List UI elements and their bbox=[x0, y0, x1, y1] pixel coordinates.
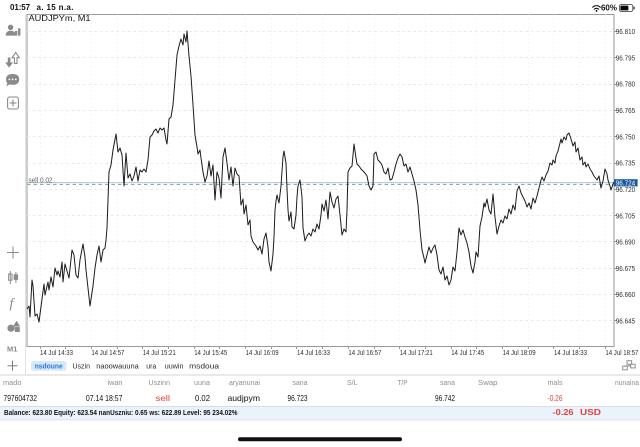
svg-text:96.723: 96.723 bbox=[288, 393, 308, 403]
svg-text:nsdoune: nsdoune bbox=[35, 363, 63, 370]
svg-text:96.735: 96.735 bbox=[616, 159, 635, 168]
svg-text:14 Jul 18:33: 14 Jul 18:33 bbox=[554, 348, 587, 357]
svg-text:14 Jul 17:45: 14 Jul 17:45 bbox=[451, 348, 484, 357]
svg-text:audjpym: audjpym bbox=[228, 393, 261, 403]
svg-text:Uszin: Uszin bbox=[73, 363, 91, 370]
svg-text:0.02: 0.02 bbox=[195, 393, 210, 403]
svg-text:14 Jul 15:21: 14 Jul 15:21 bbox=[143, 348, 176, 357]
svg-text:01:57: 01:57 bbox=[10, 3, 31, 12]
svg-text:14 Jul 18:09: 14 Jul 18:09 bbox=[503, 348, 536, 357]
svg-text:-0.26: -0.26 bbox=[548, 393, 563, 403]
svg-text:14 Jul 14:57: 14 Jul 14:57 bbox=[91, 348, 124, 357]
svg-text:sell 0.02: sell 0.02 bbox=[29, 176, 53, 185]
svg-text:S/L: S/L bbox=[347, 380, 358, 387]
svg-text:sana: sana bbox=[440, 380, 455, 387]
svg-text:96.660: 96.660 bbox=[616, 290, 635, 299]
svg-text:96.675: 96.675 bbox=[616, 264, 635, 273]
svg-text:96.765: 96.765 bbox=[616, 106, 635, 115]
svg-text:uuwin: uuwin bbox=[165, 363, 184, 370]
svg-text:14 Jul 14:33: 14 Jul 14:33 bbox=[40, 348, 73, 357]
svg-text:USD: USD bbox=[580, 408, 601, 417]
svg-text:797604732: 797604732 bbox=[4, 393, 38, 403]
svg-text:07.14 18:57: 07.14 18:57 bbox=[86, 393, 123, 403]
svg-text:uuna: uuna bbox=[194, 380, 210, 387]
svg-text:60%: 60% bbox=[601, 3, 617, 12]
svg-text:sana: sana bbox=[293, 380, 308, 387]
svg-text:ura: ura bbox=[146, 363, 156, 370]
svg-text:AUDJPYm, M1: AUDJPYm, M1 bbox=[29, 14, 92, 23]
svg-text:mado: mado bbox=[3, 380, 22, 387]
svg-text:msdoua: msdoua bbox=[189, 363, 219, 370]
svg-text:96.810: 96.810 bbox=[616, 27, 635, 36]
svg-text:sell: sell bbox=[156, 393, 171, 403]
svg-text:M1: M1 bbox=[7, 345, 17, 354]
svg-text:96.795: 96.795 bbox=[616, 53, 635, 62]
svg-text:Uszinn: Uszinn bbox=[149, 380, 171, 387]
svg-text:14 Jul 18:57: 14 Jul 18:57 bbox=[605, 348, 638, 357]
svg-text:14 Jul 16:33: 14 Jul 16:33 bbox=[297, 348, 330, 357]
svg-text:iwan: iwan bbox=[108, 380, 123, 387]
svg-text:96.742: 96.742 bbox=[435, 393, 455, 403]
svg-text:a. 15 n.a.: a. 15 n.a. bbox=[37, 3, 74, 12]
svg-text:14 Jul 16:09: 14 Jul 16:09 bbox=[246, 348, 279, 357]
svg-text:mals: mals bbox=[548, 380, 564, 387]
svg-text:T/P: T/P bbox=[398, 380, 408, 387]
svg-text:naoowauuna: naoowauuna bbox=[96, 363, 139, 370]
svg-text:96.750: 96.750 bbox=[616, 132, 635, 141]
svg-text:14 Jul 15:45: 14 Jul 15:45 bbox=[194, 348, 227, 357]
svg-text:f: f bbox=[10, 297, 16, 312]
svg-text:nunaina: nunaina bbox=[615, 380, 639, 387]
svg-text:96.690: 96.690 bbox=[616, 238, 635, 247]
svg-text:96.780: 96.780 bbox=[616, 80, 635, 89]
svg-text:14 Jul 16:57: 14 Jul 16:57 bbox=[348, 348, 381, 357]
svg-text:96.724: 96.724 bbox=[616, 178, 635, 187]
svg-text:Swap: Swap bbox=[478, 380, 498, 387]
svg-text:96.705: 96.705 bbox=[616, 211, 635, 220]
svg-text:-0.26: -0.26 bbox=[553, 408, 574, 417]
svg-text:aryanunai: aryanunai bbox=[229, 380, 260, 387]
svg-text:96.645: 96.645 bbox=[616, 317, 635, 326]
svg-text:96.720: 96.720 bbox=[616, 185, 635, 194]
svg-text:14 Jul 17:21: 14 Jul 17:21 bbox=[400, 348, 433, 357]
svg-text:Balance: 623.80 Equity: 623.54: Balance: 623.80 Equity: 623.54 nanUszniu… bbox=[4, 410, 238, 417]
